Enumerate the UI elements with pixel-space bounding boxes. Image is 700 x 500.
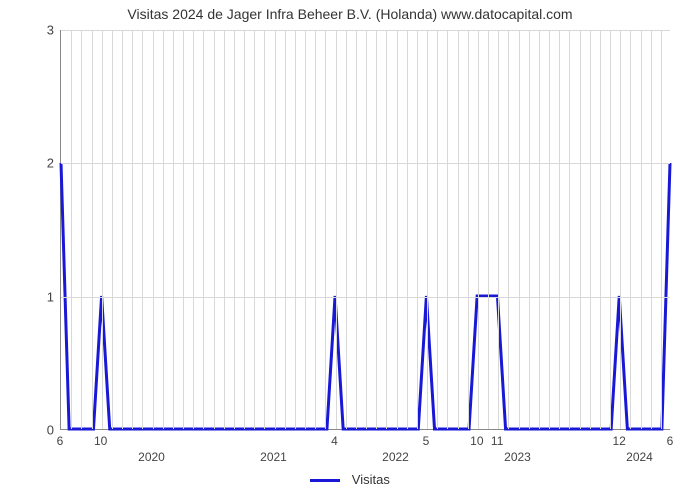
vgridline xyxy=(193,30,194,429)
x-year-label: 2022 xyxy=(382,450,409,464)
vgridline xyxy=(163,30,164,429)
vgridline xyxy=(315,30,316,429)
vgridline xyxy=(641,30,642,429)
x-tick-label: 6 xyxy=(57,434,64,448)
vgridline xyxy=(224,30,225,429)
vgridline xyxy=(600,30,601,429)
x-year-label: 2021 xyxy=(260,450,287,464)
x-tick-label: 11 xyxy=(491,434,503,448)
vgridline xyxy=(305,30,306,429)
vgridline xyxy=(264,30,265,429)
vgridline xyxy=(112,30,113,429)
vgridline xyxy=(427,30,428,429)
x-tick-label: 10 xyxy=(470,434,483,448)
vgridline xyxy=(447,30,448,429)
y-tick-label: 2 xyxy=(38,156,54,171)
vgridline xyxy=(71,30,72,429)
vgridline xyxy=(102,30,103,429)
x-year-label: 2020 xyxy=(138,450,165,464)
legend: Visitas xyxy=(0,472,700,487)
vgridline xyxy=(478,30,479,429)
vgridline xyxy=(437,30,438,429)
vgridline xyxy=(173,30,174,429)
y-tick-label: 3 xyxy=(38,23,54,38)
plot-area xyxy=(60,30,670,430)
vgridline xyxy=(508,30,509,429)
vgridline xyxy=(488,30,489,429)
vgridline xyxy=(549,30,550,429)
x-year-label: 2023 xyxy=(504,450,531,464)
vgridline xyxy=(417,30,418,429)
vgridline xyxy=(376,30,377,429)
vgridline xyxy=(498,30,499,429)
x-tick-label: 5 xyxy=(423,434,430,448)
vgridline xyxy=(244,30,245,429)
legend-swatch xyxy=(310,479,340,482)
vgridline xyxy=(356,30,357,429)
y-tick-label: 1 xyxy=(38,289,54,304)
x-tick-label: 12 xyxy=(612,434,625,448)
vgridline xyxy=(122,30,123,429)
vgridline xyxy=(81,30,82,429)
vgridline xyxy=(661,30,662,429)
vgridline xyxy=(275,30,276,429)
vgridline xyxy=(458,30,459,429)
x-year-label: 2024 xyxy=(626,450,653,464)
x-tick-label: 10 xyxy=(94,434,107,448)
vgridline xyxy=(325,30,326,429)
vgridline xyxy=(580,30,581,429)
vgridline xyxy=(366,30,367,429)
vgridline xyxy=(254,30,255,429)
chart-title: Visitas 2024 de Jager Infra Beheer B.V. … xyxy=(0,6,700,22)
vgridline xyxy=(519,30,520,429)
vgridline xyxy=(142,30,143,429)
vgridline xyxy=(336,30,337,429)
vgridline xyxy=(153,30,154,429)
vgridline xyxy=(214,30,215,429)
x-tick-label: 6 xyxy=(667,434,674,448)
vgridline xyxy=(295,30,296,429)
vgridline xyxy=(203,30,204,429)
vgridline xyxy=(529,30,530,429)
vgridline xyxy=(468,30,469,429)
vgridline xyxy=(397,30,398,429)
vgridline xyxy=(346,30,347,429)
vgridline xyxy=(386,30,387,429)
vgridline xyxy=(569,30,570,429)
vgridline xyxy=(285,30,286,429)
vgridline xyxy=(234,30,235,429)
vgridline xyxy=(651,30,652,429)
vgridline xyxy=(92,30,93,429)
y-tick-label: 0 xyxy=(38,423,54,438)
vgridline xyxy=(407,30,408,429)
vgridline xyxy=(590,30,591,429)
vgridline xyxy=(132,30,133,429)
vgridline xyxy=(620,30,621,429)
vgridline xyxy=(183,30,184,429)
vgridline xyxy=(539,30,540,429)
vgridline xyxy=(610,30,611,429)
legend-label: Visitas xyxy=(352,472,390,487)
vgridline xyxy=(630,30,631,429)
x-tick-label: 4 xyxy=(331,434,338,448)
vgridline xyxy=(559,30,560,429)
